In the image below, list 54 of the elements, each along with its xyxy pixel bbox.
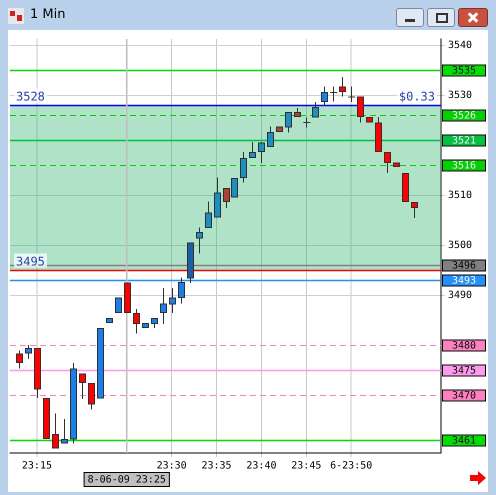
candlestick [151,318,158,328]
ref-line-label: 3475 [452,366,476,377]
candlestick [240,152,247,183]
candlestick [115,298,122,313]
y-tick-label: 3540 [448,40,472,52]
candlestick [133,308,140,334]
candlestick [52,413,59,449]
x-tick-label: 23:15 [22,460,52,472]
x-tick-label: 6-23:50 [330,460,372,472]
candlestick [348,86,356,102]
ref-line-label: 3480 [452,340,476,352]
ref-line-label: 3516 [452,160,476,172]
candlestick [196,227,203,254]
candlestick [339,76,346,97]
candlestick [16,350,23,369]
ref-line-label: 3461 [452,436,476,447]
candlestick [169,288,176,314]
ref-line-label: 3521 [452,136,476,147]
ref-line-label: 3535 [452,66,476,77]
x-tick-label: 23:40 [246,460,276,472]
ref-line-label: 3493 [452,276,476,287]
ref-line-label: 3470 [452,390,476,402]
candlestick [79,373,86,400]
x-tick-label: 23:45 [291,460,322,472]
annotation: 3528 [16,90,45,104]
candlestick [302,117,311,128]
chart-title: 1 Min [30,7,66,22]
candlestick [267,126,274,148]
candlestick [160,288,167,324]
candlestick [411,202,418,218]
candlestick [88,382,95,410]
candlestick [384,152,391,174]
candlestick [330,86,338,102]
x-tick-label: 23:30 [156,460,187,472]
candlestick [25,344,32,360]
candlestick [285,112,292,133]
y-tick-label: 3500 [448,240,472,252]
annotation: 3495 [16,254,45,268]
ref-line-label: 8-06-09 23:25 [88,474,166,486]
candlestick [249,142,256,158]
candlestick [258,142,265,164]
y-tick-label: 3490 [448,290,472,302]
ref-line-label: 3496 [452,260,476,272]
candlestick [357,96,364,123]
candlestick [312,102,319,118]
ref-line-label: 3526 [452,110,476,122]
x-tick-label: 23:35 [201,460,232,472]
candlestick [61,418,68,444]
candlestick [205,201,212,228]
candlestick [321,86,328,106]
y-tick-label: 3510 [448,190,472,202]
y-tick-label: 3530 [448,90,472,102]
candlestick [178,277,185,304]
annotation: $0.33 [398,90,435,104]
